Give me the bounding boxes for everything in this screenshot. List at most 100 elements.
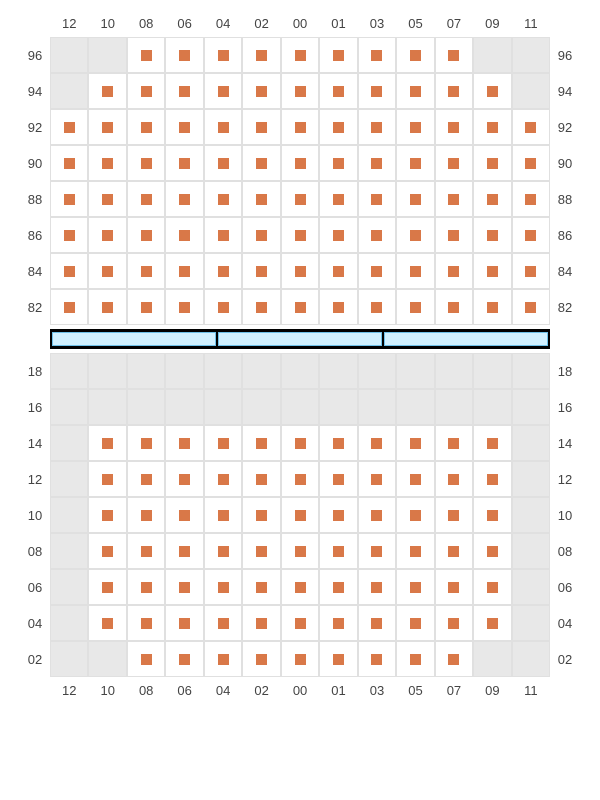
seat-available[interactable]	[319, 289, 357, 325]
seat-available[interactable]	[165, 605, 203, 641]
seat-available[interactable]	[319, 217, 357, 253]
seat-available[interactable]	[88, 533, 126, 569]
seat-available[interactable]	[165, 217, 203, 253]
seat-available[interactable]	[512, 145, 550, 181]
seat-available[interactable]	[473, 109, 511, 145]
seat-available[interactable]	[319, 641, 357, 677]
seat-available[interactable]	[242, 109, 280, 145]
seat-available[interactable]	[242, 181, 280, 217]
seat-available[interactable]	[396, 181, 434, 217]
seat-available[interactable]	[396, 641, 434, 677]
seat-available[interactable]	[473, 217, 511, 253]
seat-available[interactable]	[435, 425, 473, 461]
seat-available[interactable]	[319, 461, 357, 497]
seat-available[interactable]	[127, 145, 165, 181]
seat-available[interactable]	[242, 425, 280, 461]
seat-available[interactable]	[88, 109, 126, 145]
seat-available[interactable]	[435, 497, 473, 533]
seat-available[interactable]	[396, 145, 434, 181]
seat-available[interactable]	[319, 253, 357, 289]
seat-available[interactable]	[242, 569, 280, 605]
seat-available[interactable]	[50, 181, 88, 217]
seat-available[interactable]	[242, 253, 280, 289]
seat-available[interactable]	[358, 217, 396, 253]
seat-available[interactable]	[204, 425, 242, 461]
seat-available[interactable]	[88, 253, 126, 289]
seat-available[interactable]	[358, 145, 396, 181]
seat-available[interactable]	[435, 569, 473, 605]
seat-available[interactable]	[473, 605, 511, 641]
seat-available[interactable]	[165, 425, 203, 461]
seat-available[interactable]	[165, 181, 203, 217]
seat-available[interactable]	[88, 497, 126, 533]
seat-available[interactable]	[396, 217, 434, 253]
seat-available[interactable]	[435, 109, 473, 145]
seat-available[interactable]	[358, 425, 396, 461]
seat-available[interactable]	[204, 497, 242, 533]
seat-available[interactable]	[242, 145, 280, 181]
seat-available[interactable]	[281, 605, 319, 641]
seat-available[interactable]	[281, 145, 319, 181]
seat-available[interactable]	[204, 289, 242, 325]
seat-available[interactable]	[512, 181, 550, 217]
seat-available[interactable]	[242, 461, 280, 497]
seat-available[interactable]	[127, 37, 165, 73]
seat-available[interactable]	[88, 181, 126, 217]
seat-available[interactable]	[281, 37, 319, 73]
seat-available[interactable]	[88, 425, 126, 461]
seat-available[interactable]	[281, 217, 319, 253]
seat-available[interactable]	[50, 145, 88, 181]
seat-available[interactable]	[435, 605, 473, 641]
seat-available[interactable]	[127, 253, 165, 289]
seat-available[interactable]	[319, 497, 357, 533]
seat-available[interactable]	[512, 289, 550, 325]
seat-available[interactable]	[435, 217, 473, 253]
seat-available[interactable]	[165, 641, 203, 677]
seat-available[interactable]	[88, 569, 126, 605]
seat-available[interactable]	[204, 569, 242, 605]
seat-available[interactable]	[396, 605, 434, 641]
seat-available[interactable]	[473, 253, 511, 289]
seat-available[interactable]	[281, 533, 319, 569]
seat-available[interactable]	[204, 605, 242, 641]
seat-available[interactable]	[281, 641, 319, 677]
seat-available[interactable]	[204, 37, 242, 73]
seat-available[interactable]	[358, 641, 396, 677]
seat-available[interactable]	[127, 461, 165, 497]
seat-available[interactable]	[281, 425, 319, 461]
seat-available[interactable]	[127, 641, 165, 677]
seat-available[interactable]	[358, 253, 396, 289]
seat-available[interactable]	[396, 37, 434, 73]
seat-available[interactable]	[358, 497, 396, 533]
seat-available[interactable]	[127, 569, 165, 605]
seat-available[interactable]	[165, 497, 203, 533]
seat-available[interactable]	[396, 569, 434, 605]
seat-available[interactable]	[319, 37, 357, 73]
seat-available[interactable]	[473, 145, 511, 181]
seat-available[interactable]	[165, 145, 203, 181]
seat-available[interactable]	[396, 73, 434, 109]
seat-available[interactable]	[242, 641, 280, 677]
seat-available[interactable]	[396, 461, 434, 497]
seat-available[interactable]	[165, 569, 203, 605]
seat-available[interactable]	[435, 253, 473, 289]
seat-available[interactable]	[435, 289, 473, 325]
seat-available[interactable]	[204, 109, 242, 145]
seat-available[interactable]	[50, 253, 88, 289]
seat-available[interactable]	[358, 181, 396, 217]
seat-available[interactable]	[281, 497, 319, 533]
seat-available[interactable]	[242, 497, 280, 533]
seat-available[interactable]	[358, 461, 396, 497]
seat-available[interactable]	[88, 73, 126, 109]
seat-available[interactable]	[319, 569, 357, 605]
seat-available[interactable]	[319, 181, 357, 217]
seat-available[interactable]	[435, 533, 473, 569]
seat-available[interactable]	[358, 569, 396, 605]
seat-available[interactable]	[88, 217, 126, 253]
seat-available[interactable]	[473, 497, 511, 533]
seat-available[interactable]	[127, 533, 165, 569]
seat-available[interactable]	[165, 37, 203, 73]
seat-available[interactable]	[435, 181, 473, 217]
seat-available[interactable]	[396, 289, 434, 325]
seat-available[interactable]	[396, 533, 434, 569]
